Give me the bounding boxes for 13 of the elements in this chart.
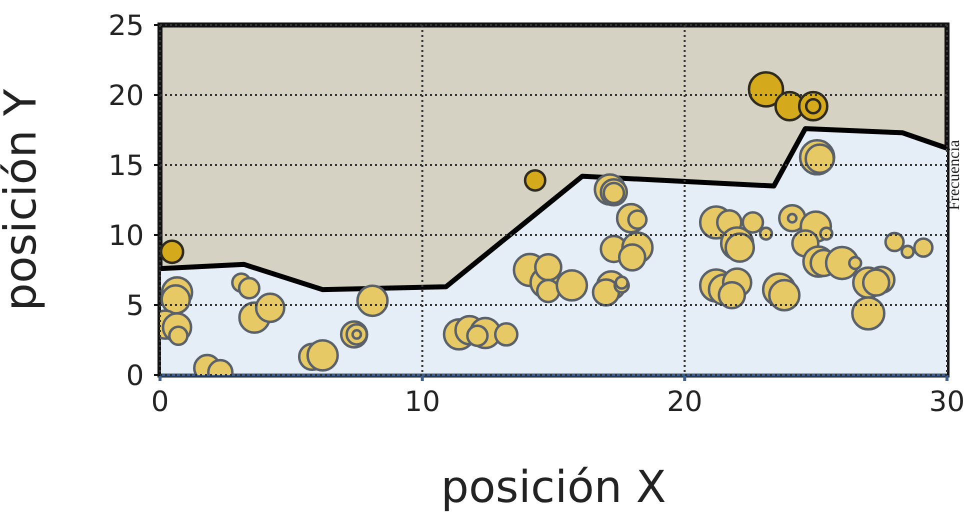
x-tick-label: 10 [404, 384, 440, 418]
x-tick-label: 20 [666, 384, 702, 418]
x-tick-label: 0 [151, 384, 169, 418]
x-axis-title: posición X [440, 462, 666, 513]
y-tick-label: 5 [126, 288, 144, 322]
annotation: Frecuencia [946, 140, 964, 210]
x-tick-label: 30 [929, 384, 965, 418]
y-tick-label: 25 [108, 8, 144, 42]
y-tick-label: 10 [108, 218, 144, 252]
y-tick-label: 20 [108, 78, 144, 112]
y-tick-label: 0 [126, 358, 144, 392]
y-axis-title: posición Y [0, 88, 47, 312]
y-tick-label: 15 [108, 148, 144, 182]
